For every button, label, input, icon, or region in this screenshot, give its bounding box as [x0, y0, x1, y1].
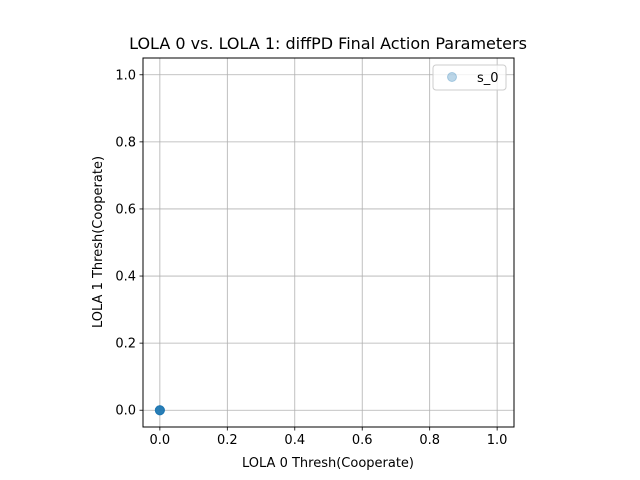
y-tick-label: 1.0	[115, 68, 136, 83]
legend-label-s_0: s_0	[477, 71, 499, 86]
x-tick-label: 0.0	[150, 433, 171, 448]
scatter-point-s_0	[154, 405, 165, 416]
scatter-point-s_0	[154, 405, 165, 416]
scatter-point-s_0	[154, 405, 165, 416]
scatter-point-s_0	[154, 405, 165, 416]
y-tick-label: 0.2	[115, 337, 136, 352]
x-axis-label: LOLA 0 Thresh(Cooperate)	[242, 456, 414, 471]
plot-frame	[142, 57, 515, 428]
scatter-point-s_0	[154, 405, 165, 416]
grid	[143, 58, 514, 427]
legend: s_0	[432, 64, 507, 91]
legend-box	[432, 64, 507, 91]
y-tick-label: 0.6	[115, 202, 136, 217]
x-axis-ticks: 0.0 0.2 0.4 0.6 0.8 1.0	[150, 427, 508, 448]
legend-marker-s_0	[447, 72, 457, 82]
scatter-points	[154, 405, 165, 416]
y-tick-label: 0.8	[115, 135, 136, 150]
y-tick-label: 0.0	[115, 404, 136, 419]
y-tick-label: 0.4	[115, 270, 136, 285]
x-tick-label: 0.2	[217, 433, 238, 448]
x-tick-label: 0.6	[352, 433, 373, 448]
x-tick-label: 0.8	[419, 433, 440, 448]
x-tick-label: 1.0	[487, 433, 508, 448]
x-tick-label: 0.4	[284, 433, 305, 448]
y-axis-label: LOLA 1 Thresh(Cooperate)	[91, 156, 106, 328]
y-axis-ticks: 0.0 0.2 0.4 0.6 0.8 1.0	[115, 68, 143, 419]
scatter-point-s_0	[154, 405, 165, 416]
scatter-point-s_0	[154, 405, 165, 416]
chart-title: LOLA 0 vs. LOLA 1: diffPD Final Action P…	[129, 34, 527, 53]
scatter-point-s_0	[154, 405, 165, 416]
